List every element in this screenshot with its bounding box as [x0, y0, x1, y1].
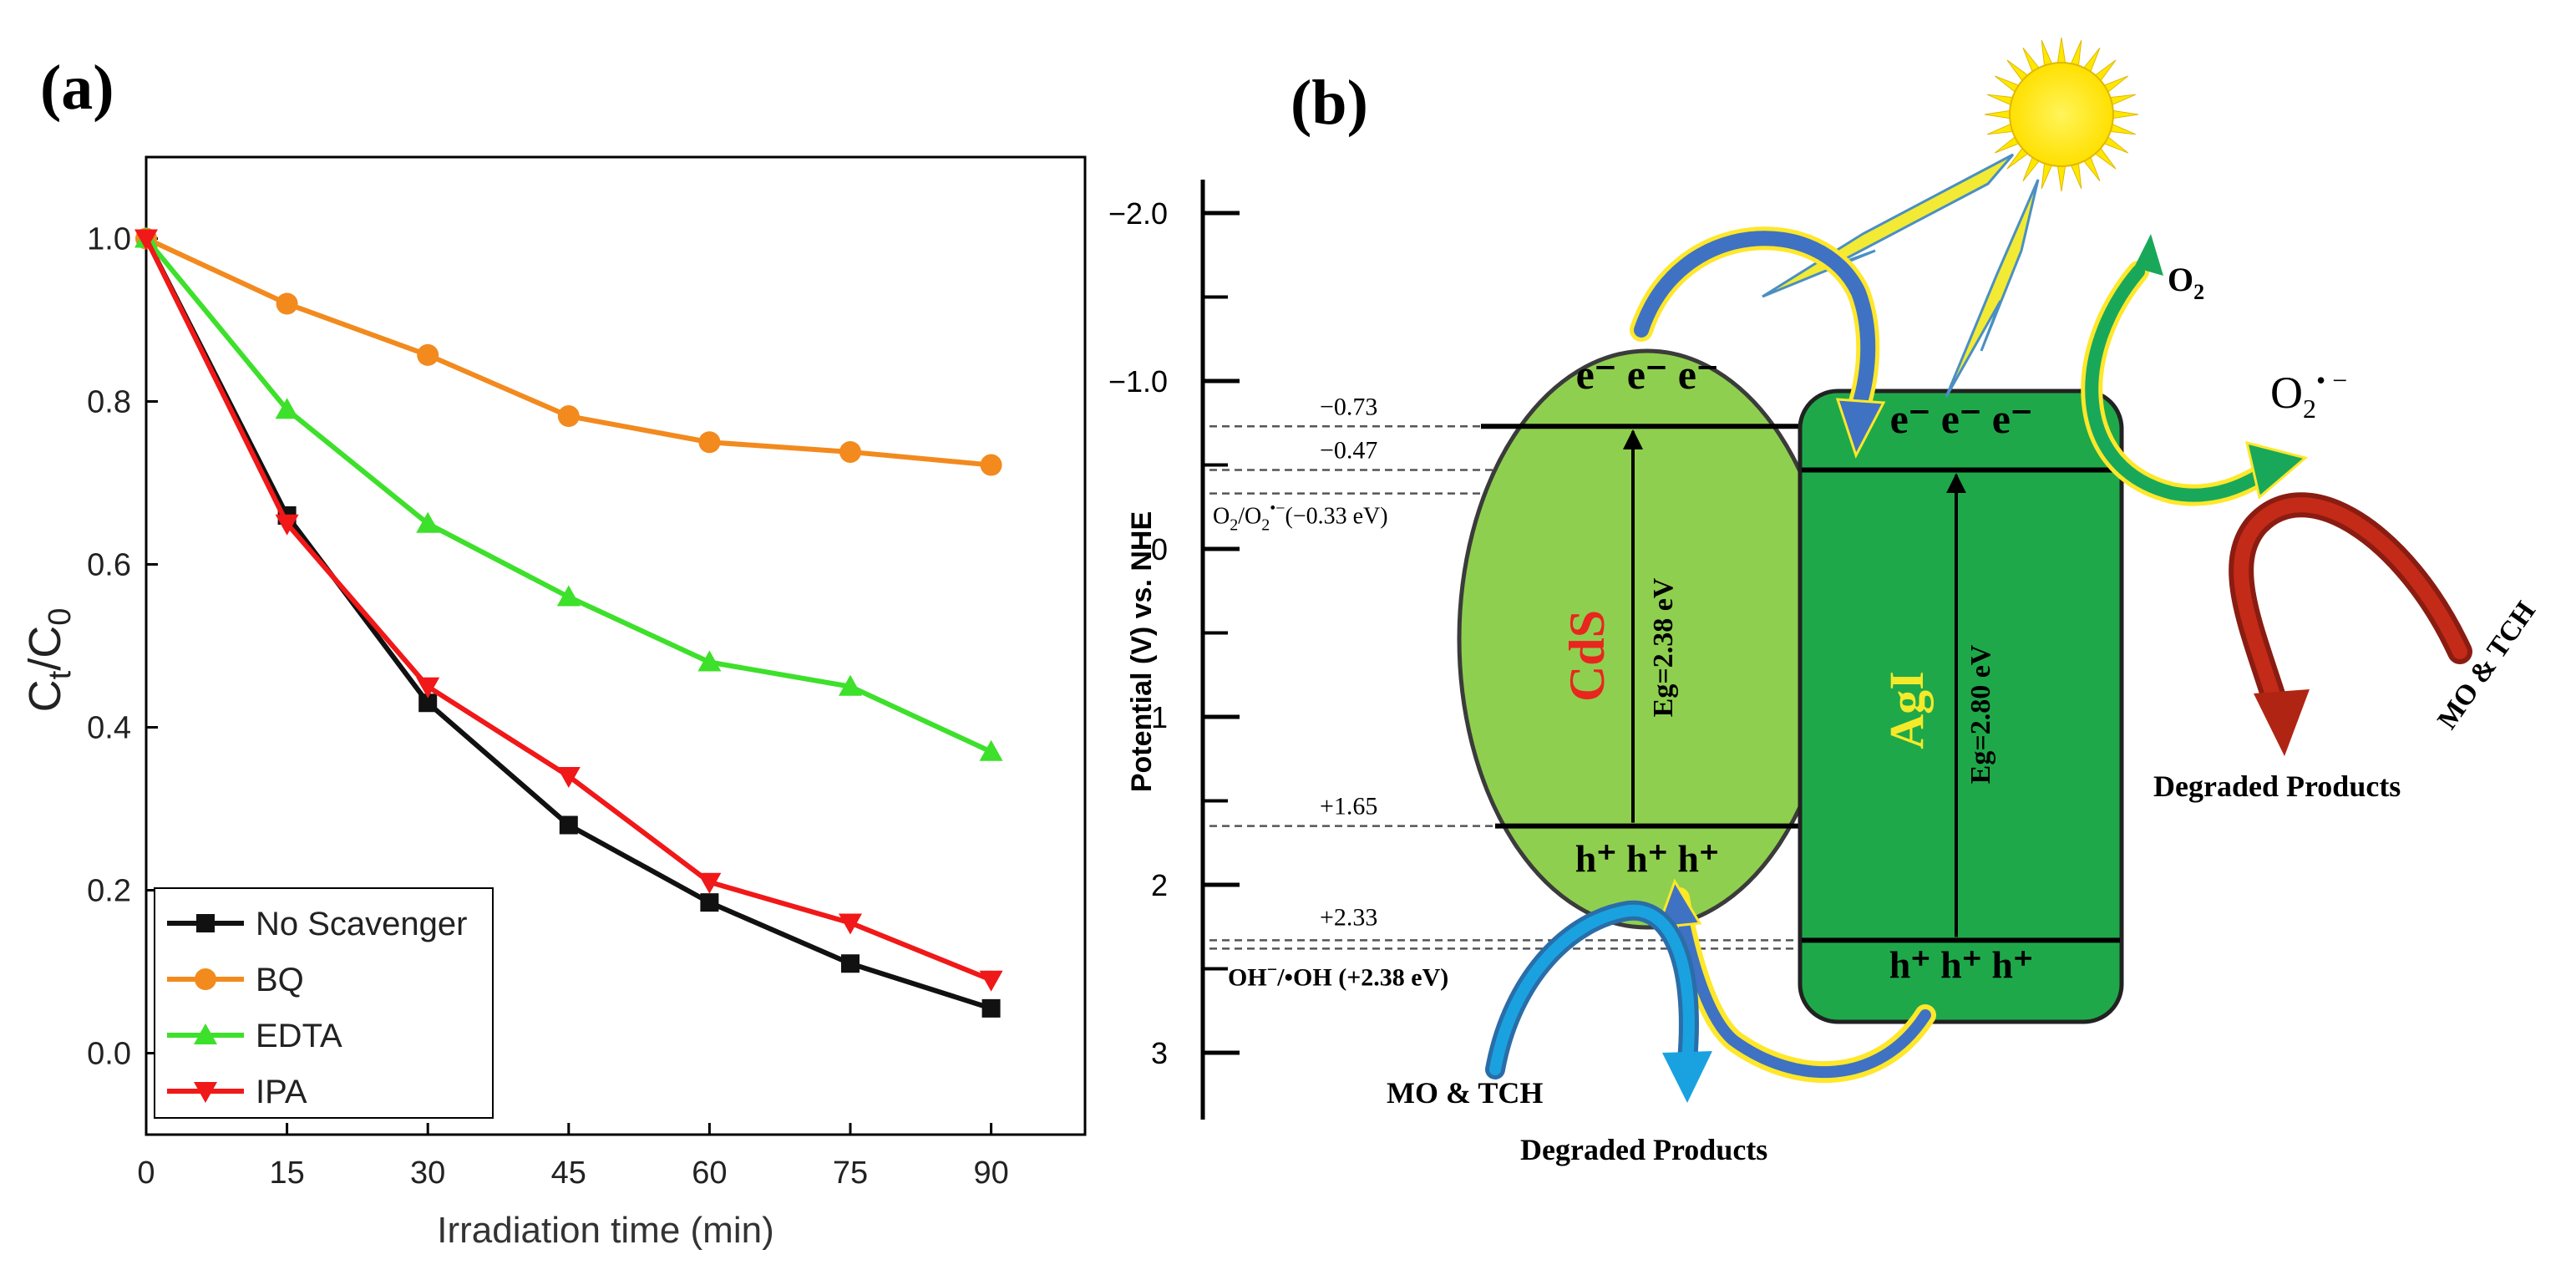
agi-holes: h⁺ h⁺ h⁺: [1889, 943, 2034, 986]
potential-tick-label: 1: [1151, 700, 1168, 734]
arrowhead-icon: [1662, 1051, 1712, 1103]
agi-cb-potential: −0.47: [1320, 437, 1377, 465]
marker-square: [196, 914, 215, 932]
chart-a: 0 15 30 45 60 75 90 0.0 0.2 0.4 0.6 0.8 1.0 Irradia…: [20, 155, 1087, 1251]
cds-bandgap-label: Eg=2.38 eV: [1648, 577, 1679, 717]
panel-b-label: (b): [1291, 68, 1368, 138]
x-tick-label: 30: [410, 1156, 445, 1191]
legend-label: EDTA: [256, 1018, 342, 1054]
cds-cb-potential: −0.73: [1320, 393, 1377, 420]
x-tick-label: 75: [833, 1156, 868, 1191]
x-axis-label: Irradiation time (min): [437, 1210, 773, 1251]
sun-icon: [1984, 37, 2139, 192]
plot-frame: [145, 155, 1087, 1136]
degraded-label-right: Degraded Products: [2153, 770, 2401, 803]
y-tick-label: 0.2: [87, 874, 131, 909]
hole-transfer-arrow: [1673, 892, 1931, 1079]
marker-triangle-down: [839, 913, 862, 935]
agi-vb-potential: +2.33: [1320, 903, 1377, 931]
marker-circle: [698, 431, 721, 454]
agi-particle: [1798, 389, 2124, 1024]
o2-redox-potential: O2/O2•−(−0.33 eV): [1213, 500, 1388, 535]
marker-triangle-up: [979, 739, 1003, 761]
oh-redox-potential: OH−/•OH (+2.38 eV): [1228, 958, 1448, 991]
potential-tick-label: −2.0: [1108, 196, 1168, 231]
marker-circle: [195, 968, 216, 990]
marker-triangle-down: [194, 1082, 217, 1103]
legend: No Scavenger BQ EDTA IPA: [154, 887, 494, 1119]
x-tick-label: 0: [137, 1156, 155, 1191]
series-group: [134, 226, 1003, 1018]
y-tick-label: 0.4: [87, 711, 131, 746]
marker-triangle-down: [979, 970, 1003, 992]
marker-circle: [276, 292, 298, 315]
y-tick-label: 0.8: [87, 385, 131, 420]
potential-tick-label: 2: [1151, 868, 1168, 902]
legend-label: No Scavenger: [256, 906, 467, 942]
arrowtail-icon: [2134, 234, 2163, 276]
light-beam-icon: [1945, 179, 2040, 398]
series-line-ipa: [144, 237, 992, 983]
potential-tick-label: 3: [1151, 1036, 1168, 1070]
potential-tick-label: 0: [1151, 532, 1168, 566]
y-tick-label: 0.6: [87, 548, 131, 583]
o2-reduction-arrow: [2085, 265, 2279, 502]
marker-triangle-up: [839, 674, 862, 696]
marker-square: [841, 954, 860, 973]
agi-electrons: e⁻ e⁻ e⁻: [1890, 395, 2033, 442]
o2-label: O2: [2168, 261, 2204, 304]
degradation-arrow-right-inner: [2234, 497, 2467, 726]
agi-bandgap-label: Eg=2.80 eV: [1965, 644, 1996, 784]
cds-electrons: e⁻ e⁻ e⁻: [1576, 351, 1719, 398]
y-axis: 0.0 0.2 0.4 0.6 0.8 1.0: [87, 222, 158, 1072]
y-tick-label: 0.0: [87, 1037, 131, 1072]
marker-triangle-up: [194, 1023, 217, 1044]
marker-square: [700, 893, 719, 912]
potential-axis-label: Potential (V) vs. NHE: [1126, 511, 1158, 792]
marker-triangle-up: [697, 650, 722, 672]
series-line-bq: [145, 236, 991, 468]
marker-square: [559, 815, 578, 835]
x-tick-label: 45: [551, 1156, 586, 1191]
x-tick-label: 15: [269, 1156, 304, 1191]
x-axis: 0 15 30 45 60 75 90: [137, 1123, 1009, 1191]
marker-triangle-up: [556, 585, 581, 607]
legend-label: IPA: [256, 1074, 307, 1110]
marker-square: [981, 998, 1001, 1018]
y-tick-label: 1.0: [87, 222, 131, 257]
marker-triangle-down: [134, 229, 158, 251]
marker-triangle-down: [556, 767, 581, 788]
marker-circle: [417, 343, 439, 366]
x-tick-label: 90: [973, 1156, 1008, 1191]
panel-a-label: (a): [40, 53, 114, 123]
y-axis-label: Ct/C0: [20, 608, 78, 713]
marker-triangle-down: [416, 677, 440, 698]
cds-vb-potential: +1.65: [1320, 793, 1377, 820]
degraded-label-bottom: Degraded Products: [1520, 1133, 1767, 1166]
electron-transfer-arrow: [1634, 231, 1876, 415]
marker-triangle-up: [416, 511, 440, 533]
superoxide-label: O2• −: [2270, 365, 2347, 424]
marker-circle: [839, 440, 861, 463]
degradation-arrow-bottom-inner: [1489, 904, 1695, 1075]
marker-square: [418, 693, 438, 713]
legend-label: BQ: [256, 962, 304, 998]
potential-tick-label: −1.0: [1108, 364, 1168, 399]
x-tick-label: 60: [692, 1156, 727, 1191]
arrowhead-icon: [2254, 689, 2310, 756]
marker-circle: [557, 405, 580, 428]
cds-label: CdS: [1559, 610, 1615, 702]
arrowhead-icon: [2244, 440, 2309, 500]
marker-triangle-down: [697, 872, 722, 894]
cds-holes: h⁺ h⁺ h⁺: [1575, 837, 1720, 880]
pollutant-label-bottom: MO & TCH: [1387, 1076, 1543, 1110]
marker-circle: [980, 454, 1002, 476]
marker-triangle-down: [275, 514, 299, 536]
potential-axis: −2.0 −1.0 0 1 2 3: [1108, 180, 1240, 1120]
marker-triangle-up: [275, 398, 299, 419]
agi-label: AgI: [1879, 671, 1934, 749]
arrowhead-icon: [1835, 398, 1886, 459]
light-beam-icon: [1762, 153, 2015, 298]
